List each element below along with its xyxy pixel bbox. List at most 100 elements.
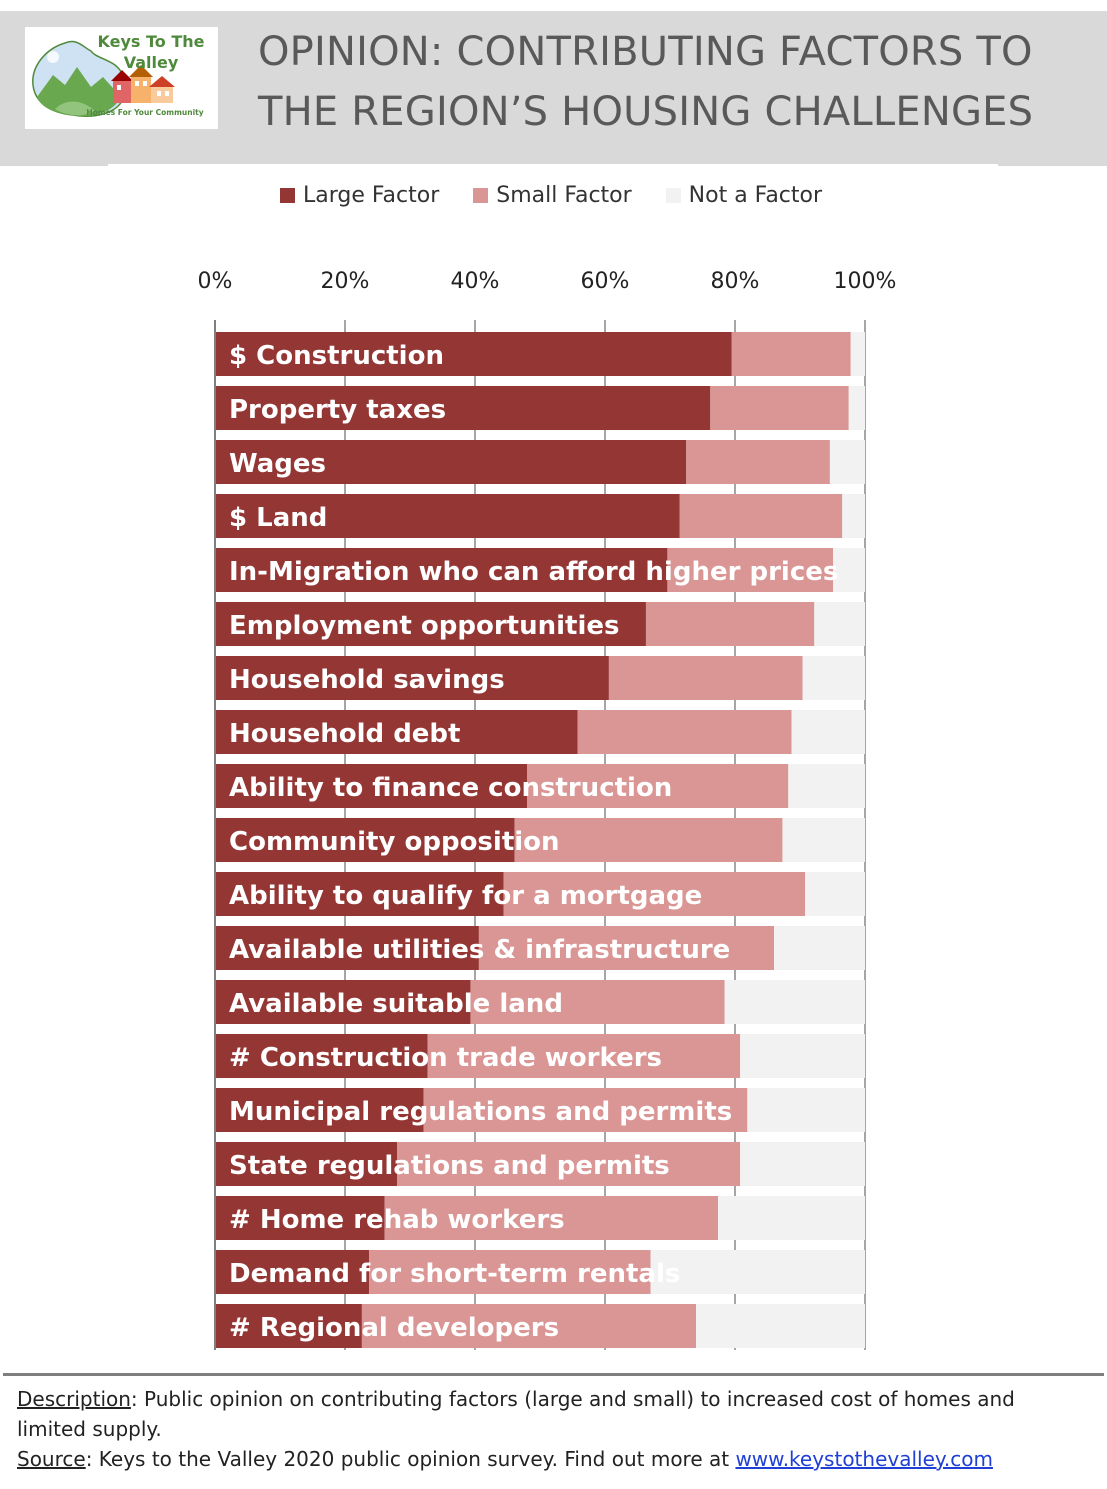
bar-segment-large [215, 926, 479, 970]
bar-category-label: Household savings [229, 665, 505, 695]
legend-label-large: Large Factor [303, 182, 440, 208]
bar-category-label: In-Migration who can afford higher price… [229, 557, 838, 587]
bar-segment-small [423, 1088, 748, 1132]
bar-segment-small [577, 710, 792, 754]
bar-segment-small [667, 548, 834, 592]
x-tick-label: 60% [581, 269, 630, 294]
source-text: : Keys to the Valley 2020 public opinion… [85, 1447, 736, 1471]
bar-segment-small [686, 440, 830, 484]
description-text: : Public opinion on contributing factors… [17, 1387, 1015, 1441]
bar-segment-large [215, 494, 680, 538]
bar-segment-small [384, 1196, 719, 1240]
bar-category-label: $ Land [229, 503, 327, 533]
bar-segment-small [361, 1304, 696, 1348]
bar-category-label: # Construction trade workers [229, 1043, 662, 1073]
source-line: Source: Keys to the Valley 2020 public o… [17, 1444, 1087, 1474]
page-title: OPINION: CONTRIBUTING FACTORS TO THE REG… [258, 22, 1098, 142]
bar-segment-none [850, 332, 865, 376]
logo-illustration [32, 40, 175, 117]
bar-category-label: State regulations and permits [229, 1151, 670, 1181]
keys-to-the-valley-logo: Keys To The Valley Homes For Your Commun… [25, 27, 218, 129]
bar-segment-large [215, 440, 687, 484]
bar-category-label: Employment opportunities [229, 611, 619, 641]
bar-category-label: Demand for short-term rentals [229, 1259, 680, 1289]
legend-item-none: Not a Factor [665, 183, 822, 208]
bar-category-label: Municipal regulations and permits [229, 1097, 732, 1127]
bar-segment-none [747, 1088, 865, 1132]
stacked-bar-chart: 0% 20% 40% 60% 80% 100% $ Construction Property… [198, 269, 897, 1350]
bar-segment-large [215, 980, 471, 1024]
bar-segment-large [215, 764, 527, 808]
page-title-line2: THE REGION’S HOUSING CHALLENGES [258, 89, 1034, 135]
bar-category-label: $ Construction [229, 341, 444, 371]
chart-notes: Description: Public opinion on contribut… [17, 1384, 1087, 1474]
page-title-line1: OPINION: CONTRIBUTING FACTORS TO [258, 29, 1033, 75]
description-line: Description: Public opinion on contribut… [17, 1384, 1087, 1444]
bar-category-label: Property taxes [229, 395, 446, 425]
bar-category-label: Ability to finance construction [229, 773, 672, 803]
header-divider [108, 164, 998, 166]
bar-segment-none [791, 710, 865, 754]
bar-segment-none [842, 494, 865, 538]
x-tick-label: 100% [834, 269, 897, 294]
logo-title-line2: Valley [123, 53, 179, 72]
bar-segment-large [215, 1088, 424, 1132]
bar-category-label: Wages [229, 449, 326, 479]
logo-title: Keys To The Valley [91, 31, 211, 73]
legend-item-large: Large Factor [280, 183, 439, 208]
bar-segment-large [215, 818, 515, 862]
bar-segment-none [774, 926, 865, 970]
bar-category-label: Household debt [229, 719, 460, 749]
bar-segment-none [718, 1196, 865, 1240]
bar-segment-small [427, 1034, 741, 1078]
legend-label-small: Small Factor [496, 182, 632, 208]
bar-segment-none [740, 1142, 865, 1186]
description-label: Description [17, 1387, 131, 1411]
bar-category-label: # Home rehab workers [229, 1205, 565, 1235]
bar-category-label: # Regional developers [229, 1313, 559, 1343]
bar-category-label: Available utilities & infrastructure [229, 935, 730, 965]
bar-segment-small [369, 1250, 651, 1294]
bar-segment-large [215, 602, 646, 646]
bar-segment-large [215, 1034, 428, 1078]
bar-category-label: Available suitable land [229, 989, 563, 1019]
bar-segment-small [710, 386, 849, 430]
x-tick-label: 0% [198, 269, 233, 294]
x-tick-label: 20% [321, 269, 370, 294]
bar-segment-large [215, 872, 504, 916]
bar-segment-small [470, 980, 725, 1024]
bar-segment-large [215, 548, 668, 592]
legend-swatch-large [280, 187, 295, 203]
bar-segment-small [514, 818, 783, 862]
bar-segment-large [215, 1196, 385, 1240]
chart-legend: Large Factor Small Factor Not a Factor [280, 180, 856, 210]
bar-segment-small [478, 926, 774, 970]
bar-segment-large [215, 1250, 370, 1294]
bar-segment-none [724, 980, 865, 1024]
bar-segment-none [848, 386, 865, 430]
bar-segment-none [805, 872, 865, 916]
bar-segment-none [814, 602, 865, 646]
source-label: Source [17, 1447, 86, 1471]
source-link[interactable]: www.keystothevalley.com [735, 1447, 993, 1471]
logo-tagline: Homes For Your Community [86, 108, 204, 117]
bar-segment-small [397, 1142, 741, 1186]
bar-segment-small [731, 332, 851, 376]
bar-segment-none [833, 548, 865, 592]
bar-segment-large [215, 1142, 397, 1186]
bar-segment-large [215, 710, 578, 754]
footer-divider [3, 1373, 1104, 1376]
bar-segment-small [645, 602, 815, 646]
legend-swatch-none [665, 187, 681, 203]
bar-segment-none [802, 656, 865, 700]
bar-segment-small [679, 494, 843, 538]
logo-title-line1: Keys To The [97, 32, 205, 51]
bar-segment-none [650, 1250, 865, 1294]
bar-segment-large [215, 386, 711, 430]
bar-category-label: Ability to qualify for a mortgage [229, 881, 702, 911]
bar-segment-none [740, 1034, 865, 1078]
bar-segment-none [829, 440, 865, 484]
bar-segment-none [788, 764, 865, 808]
bar-category-label: Community opposition [229, 827, 560, 857]
bar-segment-small [503, 872, 806, 916]
